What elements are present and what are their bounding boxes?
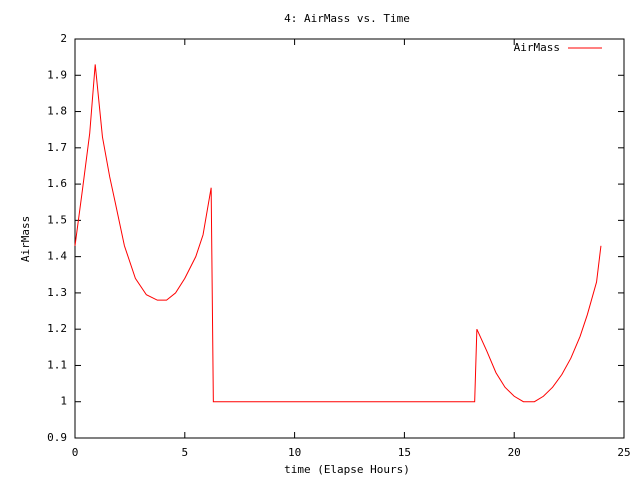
y-tick-label: 1.8 [47,105,67,118]
x-tick-label: 10 [288,446,301,459]
legend-label: AirMass [514,41,560,54]
chart-title: 4: AirMass vs. Time [284,12,410,25]
y-tick-label: 2 [60,32,67,45]
x-tick-label: 20 [508,446,521,459]
y-tick-label: 1.9 [47,68,67,81]
series-line [74,64,602,403]
x-tick-label: 15 [398,446,411,459]
x-tick-label: 5 [181,446,188,459]
y-tick-label: 1.4 [47,250,67,263]
y-tick-label: 1.6 [47,177,67,190]
y-tick-label: 1.1 [47,358,67,371]
x-tick-label: 0 [72,446,79,459]
y-tick-label: 1.5 [47,213,67,226]
plot-border [74,38,625,439]
y-tick-label: 1.3 [47,286,67,299]
y-tick-label: 1 [60,395,67,408]
y-tick-label: 1.2 [47,322,67,335]
y-tick-label: 0.9 [47,431,67,444]
y-axis-label: AirMass [19,216,32,262]
x-axis-label: time (Elapse Hours) [284,463,410,476]
y-tick-label: 1.7 [47,141,67,154]
x-tick-label: 25 [617,446,630,459]
